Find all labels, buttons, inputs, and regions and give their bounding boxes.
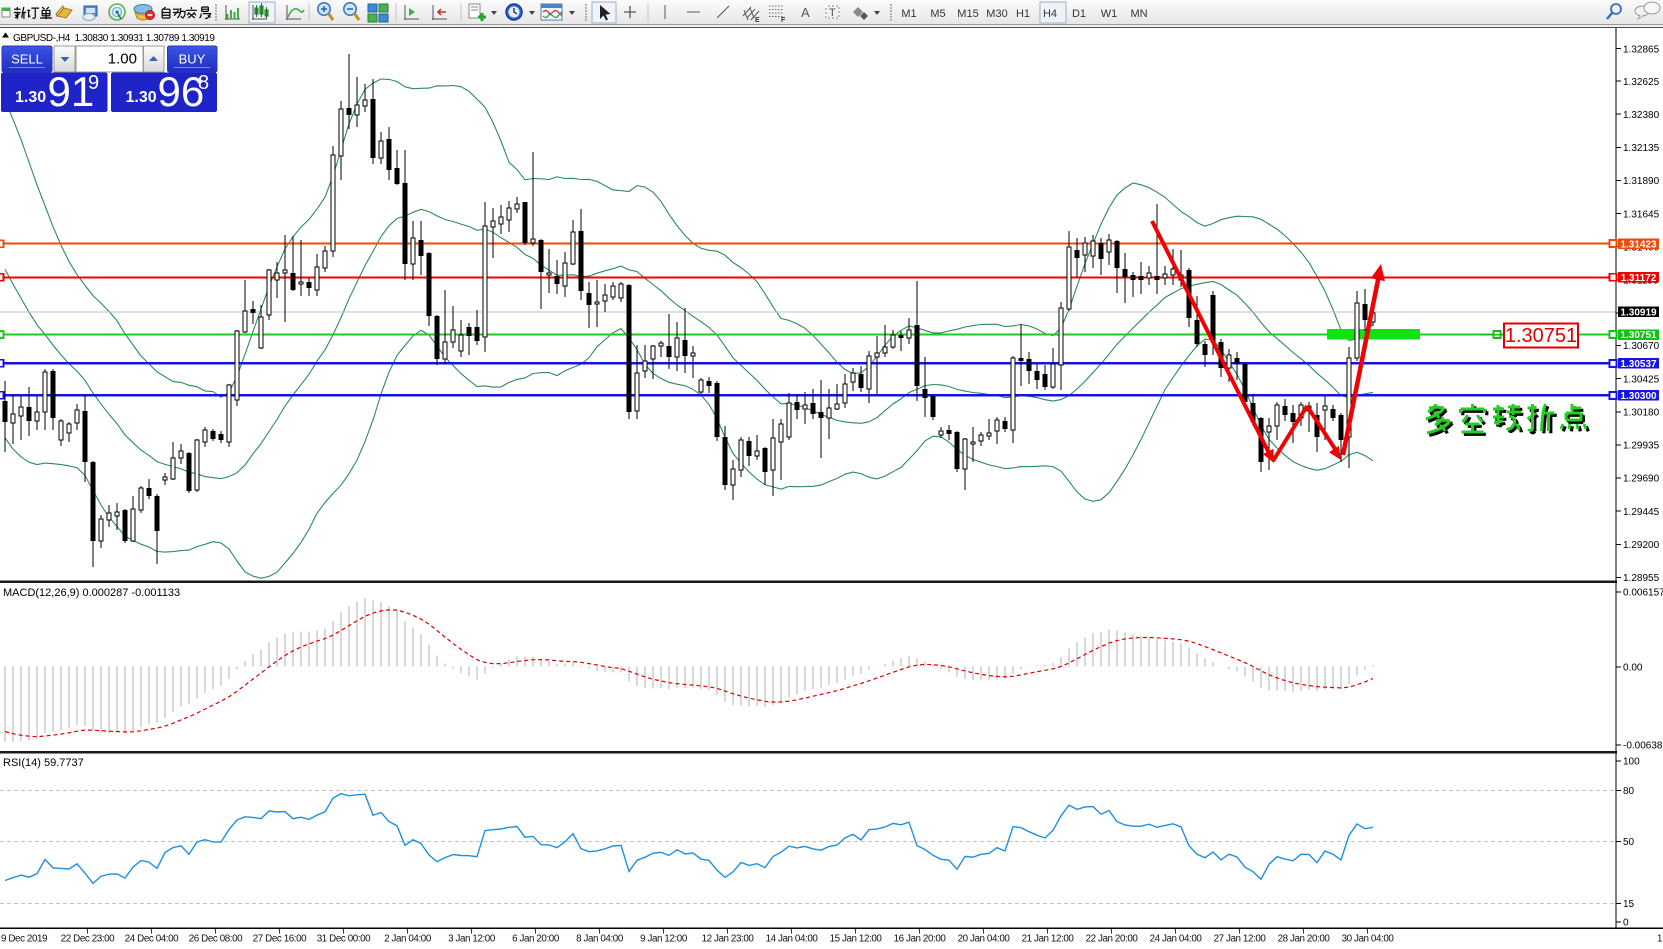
svg-text:8 Jan 04:00: 8 Jan 04:00 (576, 934, 624, 945)
svg-text:M30: M30 (986, 8, 1007, 20)
svg-text:1.30751: 1.30751 (1620, 330, 1657, 341)
svg-text:0.006157: 0.006157 (1623, 588, 1663, 599)
svg-text:1: 1 (1657, 934, 1662, 945)
svg-text:16 Jan 20:00: 16 Jan 20:00 (894, 934, 947, 945)
svg-text:GBPUSD-,H4 1.30830 1.30931 1.: GBPUSD-,H4 1.30830 1.30931 1.30789 1.309… (13, 33, 215, 44)
svg-text:E: E (755, 17, 760, 24)
svg-text:9 Dec 2019: 9 Dec 2019 (1, 934, 47, 945)
svg-text:21 Jan 12:00: 21 Jan 12:00 (1022, 934, 1075, 945)
svg-text:27 Jan 12:00: 27 Jan 12:00 (1214, 934, 1267, 945)
svg-text:RSI(14) 59.7737: RSI(14) 59.7737 (3, 757, 84, 769)
svg-text:1.30425: 1.30425 (1623, 374, 1660, 385)
svg-text:22 Dec 23:00: 22 Dec 23:00 (61, 934, 115, 945)
svg-text:M5: M5 (930, 8, 945, 20)
svg-text:9 Jan 12:00: 9 Jan 12:00 (640, 934, 688, 945)
svg-text:1.30919: 1.30919 (1620, 308, 1657, 319)
svg-text:0: 0 (1623, 918, 1629, 929)
svg-text:6 Jan 20:00: 6 Jan 20:00 (512, 934, 560, 945)
svg-text:1.32135: 1.32135 (1623, 143, 1660, 154)
svg-text:28 Jan 20:00: 28 Jan 20:00 (1278, 934, 1331, 945)
svg-text:3 Jan 12:00: 3 Jan 12:00 (448, 934, 496, 945)
svg-text:12 Jan 23:00: 12 Jan 23:00 (702, 934, 755, 945)
svg-text:24 Dec 04:00: 24 Dec 04:00 (125, 934, 179, 945)
svg-text:BUY: BUY (179, 52, 206, 67)
svg-text:80: 80 (1623, 786, 1635, 797)
svg-text:1.30: 1.30 (126, 89, 157, 106)
svg-text:1.30670: 1.30670 (1623, 341, 1660, 352)
svg-text:91: 91 (48, 68, 95, 115)
svg-text:1.29935: 1.29935 (1623, 441, 1660, 452)
svg-text:M1: M1 (901, 8, 916, 20)
svg-text:15: 15 (1623, 899, 1635, 910)
svg-text:1.29690: 1.29690 (1623, 474, 1660, 485)
svg-text:F: F (781, 17, 786, 24)
svg-text:1.31645: 1.31645 (1623, 209, 1660, 220)
svg-text:D1: D1 (1072, 8, 1086, 20)
svg-text:-0.00638: -0.00638 (1623, 741, 1663, 752)
svg-text:1.31423: 1.31423 (1620, 239, 1657, 250)
svg-text:1.30180: 1.30180 (1623, 408, 1660, 419)
svg-text:1.30300: 1.30300 (1620, 391, 1657, 402)
svg-text:14 Jan 04:00: 14 Jan 04:00 (766, 934, 819, 945)
svg-text:20 Jan 04:00: 20 Jan 04:00 (958, 934, 1011, 945)
svg-text:1.32865: 1.32865 (1623, 44, 1660, 55)
svg-text:26 Dec 08:00: 26 Dec 08:00 (189, 934, 243, 945)
svg-text:1.32380: 1.32380 (1623, 110, 1660, 121)
svg-text:15 Jan 12:00: 15 Jan 12:00 (830, 934, 883, 945)
svg-text:0.00: 0.00 (1623, 663, 1643, 674)
svg-text:1.31890: 1.31890 (1623, 176, 1660, 187)
svg-text:MN: MN (1130, 8, 1147, 20)
svg-text:A: A (801, 5, 810, 20)
svg-text:8: 8 (198, 72, 209, 94)
svg-text:2 Jan 04:00: 2 Jan 04:00 (384, 934, 432, 945)
svg-text:31 Dec 00:00: 31 Dec 00:00 (317, 934, 371, 945)
svg-text:1.32625: 1.32625 (1623, 77, 1660, 88)
svg-text:MACD(12,26,9) 0.000287 -0.0011: MACD(12,26,9) 0.000287 -0.001133 (3, 587, 180, 599)
svg-text:1.29445: 1.29445 (1623, 507, 1660, 518)
svg-text:24 Jan 04:00: 24 Jan 04:00 (1150, 934, 1203, 945)
svg-text:1.30751: 1.30751 (1505, 325, 1577, 347)
svg-text:1.00: 1.00 (108, 51, 137, 68)
svg-text:22 Jan 20:00: 22 Jan 20:00 (1086, 934, 1139, 945)
svg-text:1.29200: 1.29200 (1623, 540, 1660, 551)
svg-text:1.31172: 1.31172 (1621, 273, 1657, 284)
svg-text:SELL: SELL (11, 52, 43, 67)
svg-text:T: T (829, 7, 836, 19)
svg-text:50: 50 (1623, 837, 1635, 848)
svg-text:H1: H1 (1016, 8, 1030, 20)
svg-text:M15: M15 (957, 8, 978, 20)
svg-text:H4: H4 (1043, 8, 1057, 20)
svg-text:96: 96 (158, 68, 205, 115)
svg-text:27 Dec 16:00: 27 Dec 16:00 (253, 934, 307, 945)
svg-text:1.28955: 1.28955 (1623, 573, 1660, 584)
svg-text:1.30537: 1.30537 (1620, 359, 1657, 370)
svg-text:1.30: 1.30 (15, 89, 46, 106)
svg-text:9: 9 (88, 72, 99, 94)
svg-text:W1: W1 (1101, 8, 1118, 20)
svg-text:100: 100 (1623, 757, 1640, 768)
svg-text:30 Jan 04:00: 30 Jan 04:00 (1342, 934, 1395, 945)
